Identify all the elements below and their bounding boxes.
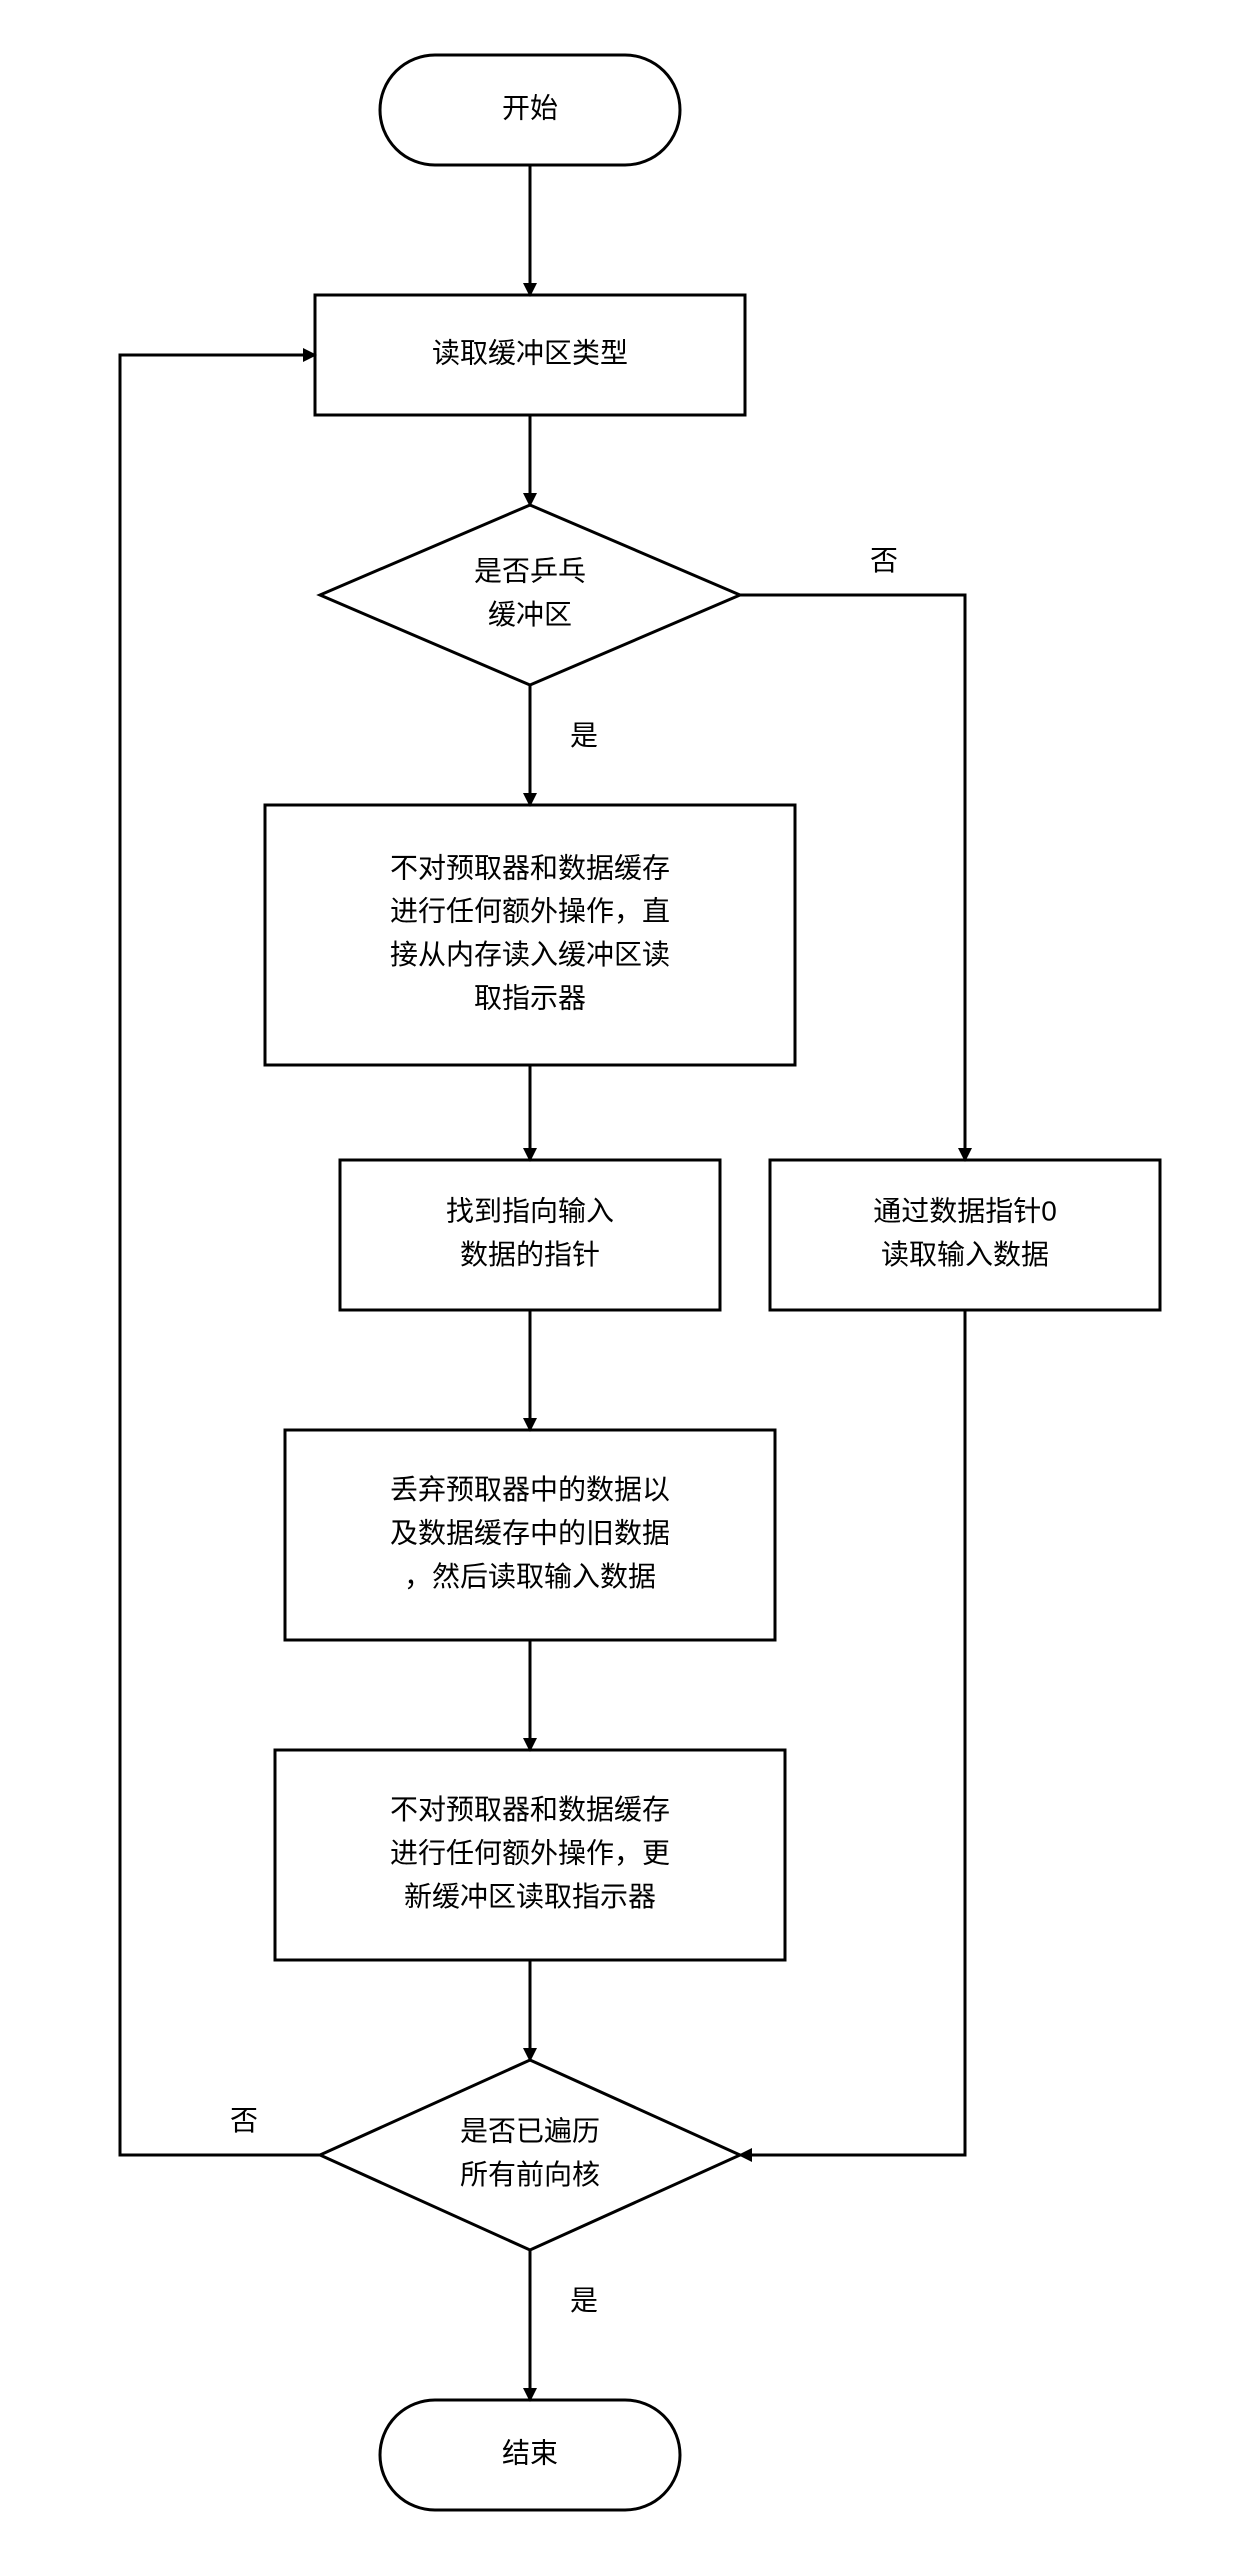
node-readPtr0: 通过数据指针0 读取输入数据 (770, 1160, 1160, 1310)
svg-text:是否已遍历: 是否已遍历 (460, 2116, 600, 2147)
svg-text:不对预取器和数据缓存: 不对预取器和数据缓存 (390, 1794, 670, 1825)
node-isAll: 是否已遍历所有前向核 (320, 2060, 740, 2250)
node-discard: 丢弃预取器中的数据以及数据缓存中的旧数据 ，然后读取输入数据 (285, 1430, 775, 1640)
node-noExtra2: 不对预取器和数据缓存进行任何额外操作，更新缓冲区读取指示器 (275, 1750, 785, 1960)
svg-text:开始: 开始 (502, 92, 558, 123)
edge-isAll-to-readBuf (120, 355, 320, 2155)
svg-text:接从内存读入缓冲区读: 接从内存读入缓冲区读 (390, 939, 670, 970)
svg-text:是否乒乓: 是否乒乓 (474, 556, 586, 587)
svg-text:结束: 结束 (502, 2437, 558, 2468)
node-noExtra1: 不对预取器和数据缓存进行任何额外操作，直接从内存读入缓冲区读取指示器 (265, 805, 795, 1065)
node-isPing: 是否乒乓缓冲区 (320, 505, 740, 685)
edge-label: 是 (570, 2285, 598, 2316)
svg-text:新缓冲区读取指示器: 新缓冲区读取指示器 (404, 1881, 656, 1912)
node-end: 结束 (380, 2400, 680, 2510)
edge-label: 是 (570, 720, 598, 751)
node-findPtr: 找到指向输入数据的指针 (340, 1160, 720, 1310)
svg-text:进行任何额外操作，直: 进行任何额外操作，直 (390, 896, 670, 927)
edge-isPing-to-readPtr0 (740, 595, 965, 1160)
svg-text:及数据缓存中的旧数据: 及数据缓存中的旧数据 (390, 1517, 670, 1548)
svg-text:数据的指针: 数据的指针 (460, 1239, 600, 1270)
svg-text:缓冲区: 缓冲区 (488, 599, 572, 630)
svg-text:通过数据指针0: 通过数据指针0 (873, 1196, 1057, 1227)
svg-text:，然后读取输入数据: ，然后读取输入数据 (404, 1561, 656, 1592)
flowchart-diagram: 开始读取缓冲区类型是否乒乓缓冲区不对预取器和数据缓存进行任何额外操作，直接从内存… (0, 0, 1240, 2563)
svg-text:取指示器: 取指示器 (474, 982, 586, 1013)
svg-text:所有前向核: 所有前向核 (460, 2159, 600, 2190)
edge-label: 否 (870, 545, 898, 576)
node-start: 开始 (380, 55, 680, 165)
svg-text:丢弃预取器中的数据以: 丢弃预取器中的数据以 (390, 1474, 670, 1505)
svg-text:不对预取器和数据缓存: 不对预取器和数据缓存 (390, 852, 670, 883)
svg-text:读取缓冲区类型: 读取缓冲区类型 (432, 337, 628, 368)
edge-label: 否 (230, 2105, 258, 2136)
node-readBuf: 读取缓冲区类型 (315, 295, 745, 415)
svg-text:找到指向输入: 找到指向输入 (446, 1196, 614, 1227)
svg-text:进行任何额外操作，更: 进行任何额外操作，更 (390, 1837, 670, 1868)
svg-text:读取输入数据: 读取输入数据 (881, 1239, 1049, 1270)
